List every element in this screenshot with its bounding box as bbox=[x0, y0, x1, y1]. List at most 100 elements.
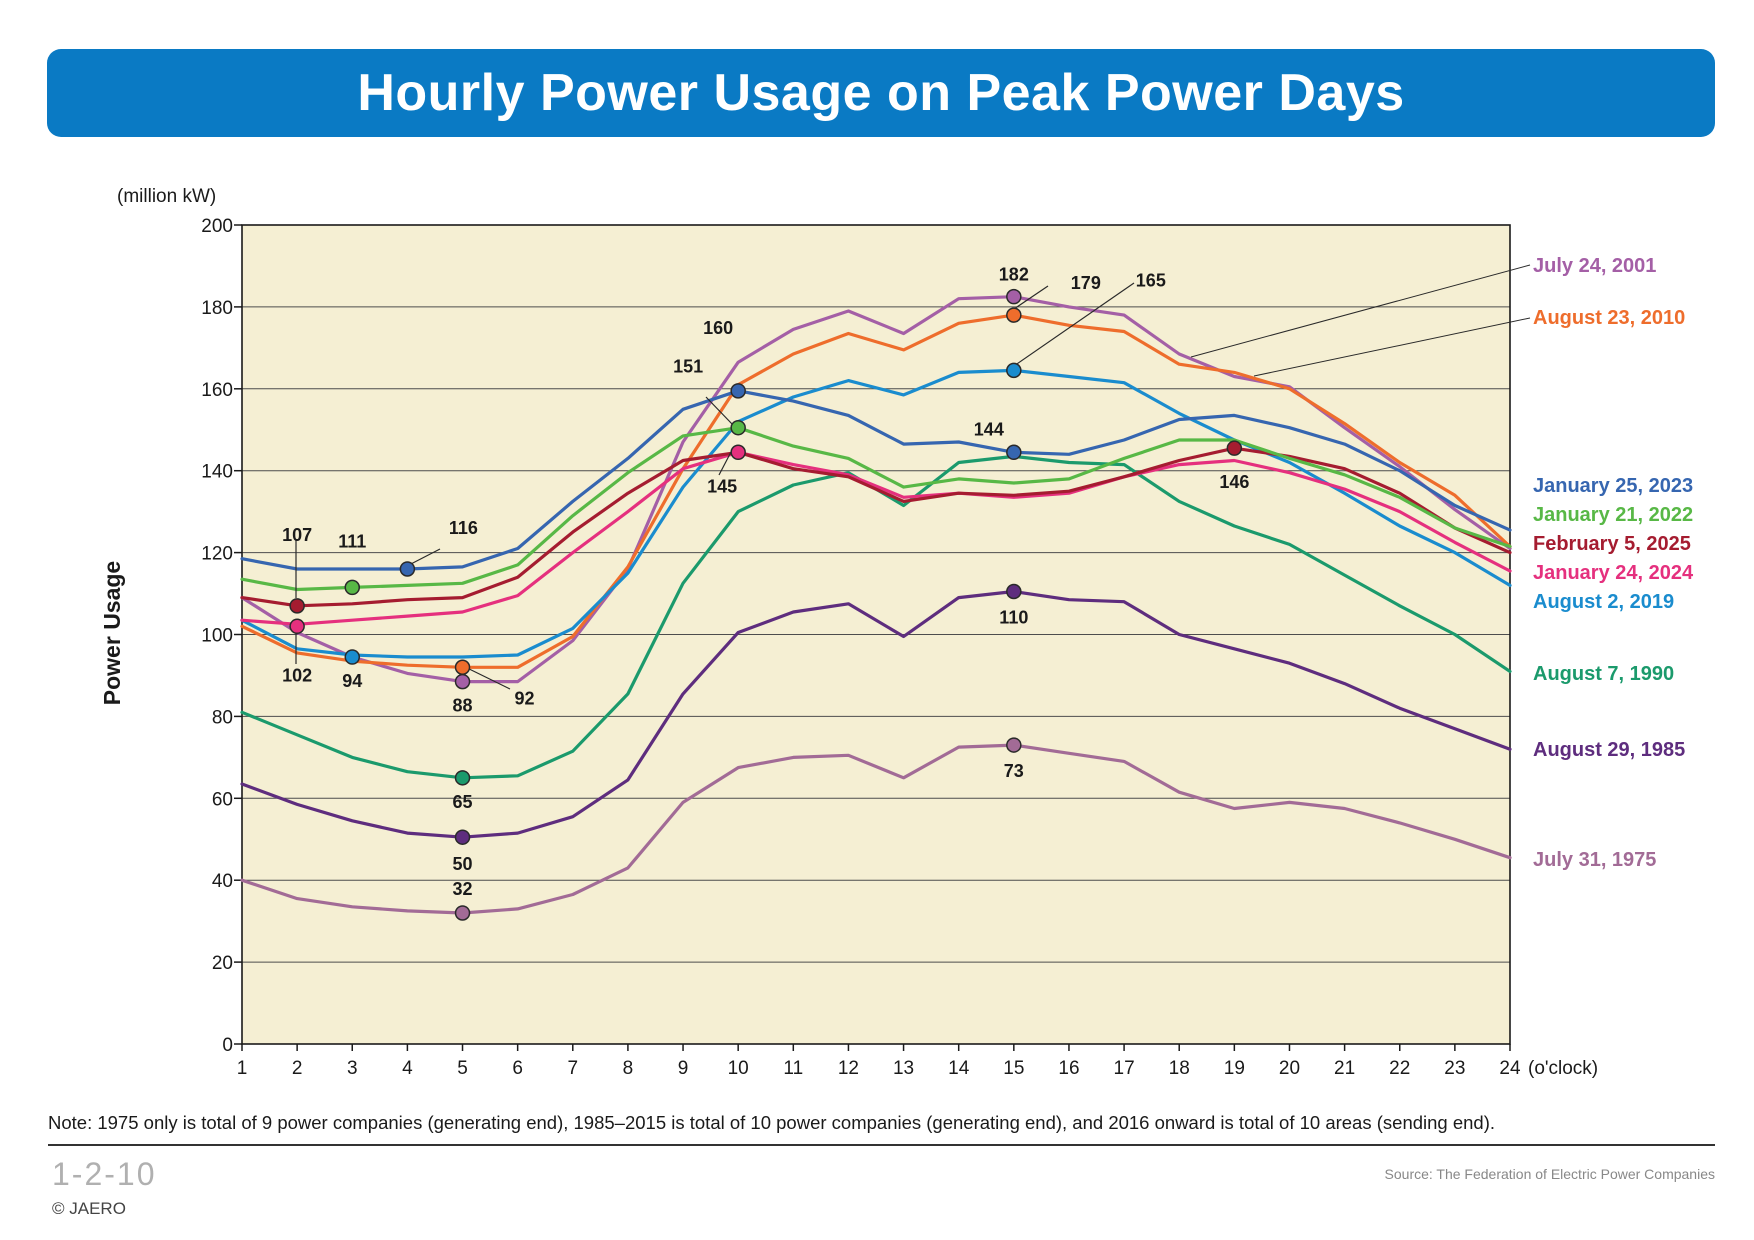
series-line-january-25-2023 bbox=[240, 389, 1512, 571]
data-label: 165 bbox=[1136, 270, 1166, 290]
chart-title: Hourly Power Usage on Peak Power Days bbox=[357, 64, 1405, 122]
x-tick-label: 13 bbox=[893, 1058, 914, 1079]
data-label: 151 bbox=[673, 357, 703, 377]
data-marker-august-2-2019 bbox=[1006, 362, 1022, 379]
x-tick-label: 8 bbox=[623, 1058, 634, 1079]
data-marker-january-21-2022 bbox=[344, 579, 361, 596]
data-marker-january-24-2024 bbox=[730, 444, 746, 461]
title-banner: Hourly Power Usage on Peak Power Days bbox=[47, 49, 1715, 137]
x-tick-label: 7 bbox=[567, 1058, 578, 1079]
data-label: 107 bbox=[282, 525, 312, 545]
x-tick-label: 12 bbox=[838, 1058, 859, 1079]
legend-label-august-23-2010: August 23, 2010 bbox=[1533, 307, 1685, 329]
legend-connector bbox=[1190, 264, 1531, 358]
copyright: © JAERO bbox=[52, 1199, 126, 1218]
data-marker-january-25-2023 bbox=[730, 383, 746, 399]
legend-label-february-5-2025: February 5, 2025 bbox=[1533, 533, 1691, 555]
x-tick-label: 4 bbox=[402, 1058, 413, 1079]
leader-line bbox=[718, 451, 732, 476]
x-tick-label: 5 bbox=[457, 1058, 468, 1079]
series-line-january-21-2022 bbox=[240, 426, 1512, 592]
y-tick-label: 120 bbox=[201, 544, 233, 565]
data-label: 73 bbox=[1004, 761, 1024, 781]
data-marker-august-29-1985 bbox=[454, 829, 471, 845]
legend-label-august-2-2019: August 2, 2019 bbox=[1533, 591, 1674, 613]
legend-label-july-24-2001: July 24, 2001 bbox=[1533, 255, 1656, 277]
footnote: Note: 1975 only is total of 9 power comp… bbox=[48, 1112, 1496, 1133]
x-tick-label: 16 bbox=[1058, 1058, 1079, 1079]
x-tick-label: 21 bbox=[1334, 1058, 1355, 1079]
data-label: 111 bbox=[338, 531, 366, 551]
data-label: 92 bbox=[515, 688, 535, 708]
x-tick-label: 1 bbox=[237, 1058, 248, 1079]
data-marker-july-24-2001 bbox=[454, 673, 471, 690]
x-tick-label: 3 bbox=[347, 1058, 358, 1079]
x-tick-label: 11 bbox=[783, 1058, 803, 1079]
data-marker-february-5-2025 bbox=[289, 598, 305, 614]
data-marker-july-24-2001 bbox=[1006, 288, 1022, 305]
data-marker-august-29-1985 bbox=[1006, 583, 1022, 600]
data-label: 65 bbox=[453, 792, 473, 812]
leader-line bbox=[1010, 282, 1135, 369]
x-tick-label: 17 bbox=[1114, 1058, 1135, 1079]
data-marker-july-31-1975 bbox=[454, 905, 471, 921]
plot-frame bbox=[241, 224, 1511, 1045]
x-tick-label: 2 bbox=[292, 1058, 303, 1079]
data-marker-february-5-2025 bbox=[1226, 440, 1243, 456]
data-marker-january-25-2023 bbox=[399, 561, 416, 577]
x-tick-label: 10 bbox=[728, 1058, 749, 1079]
x-tick-label: 24 bbox=[1499, 1058, 1521, 1079]
legend-label-january-25-2023: January 25, 2023 bbox=[1533, 475, 1693, 497]
x-tick-label: 6 bbox=[512, 1058, 523, 1079]
y-tick-label: 160 bbox=[201, 380, 233, 401]
legend-label-july-31-1975: July 31, 1975 bbox=[1533, 849, 1656, 871]
x-tick-label: 15 bbox=[1003, 1058, 1024, 1079]
y-tick-label: 80 bbox=[212, 707, 233, 728]
y-tick-label: 40 bbox=[212, 871, 233, 892]
data-marker-august-2-2019 bbox=[344, 649, 361, 665]
y-tick-label: 200 bbox=[201, 216, 233, 237]
legend-label-august-7-1990: August 7, 1990 bbox=[1533, 663, 1674, 685]
y-axis-title: Power Usage bbox=[99, 561, 125, 705]
x-tick-label: 14 bbox=[948, 1058, 970, 1079]
legend-connector bbox=[1253, 317, 1531, 377]
data-label: 32 bbox=[453, 879, 473, 899]
x-unit-label: (o'clock) bbox=[1528, 1058, 1598, 1079]
data-marker-july-31-1975 bbox=[1006, 737, 1022, 753]
data-marker-january-25-2023 bbox=[1006, 444, 1022, 461]
x-tick-label: 22 bbox=[1389, 1058, 1410, 1079]
data-marker-august-7-1990 bbox=[454, 770, 471, 786]
x-tick-label: 23 bbox=[1444, 1058, 1465, 1079]
series-line-july-31-1975 bbox=[240, 743, 1512, 915]
y-tick-label: 0 bbox=[222, 1035, 233, 1056]
data-label: 145 bbox=[707, 476, 737, 496]
series-line-august-2-2019 bbox=[240, 368, 1512, 659]
leader-line bbox=[705, 396, 734, 426]
legend-label-january-21-2022: January 21, 2022 bbox=[1533, 504, 1693, 526]
data-label: 182 bbox=[999, 265, 1029, 285]
y-unit-label: (million kW) bbox=[117, 186, 216, 207]
data-label: 94 bbox=[342, 671, 362, 691]
legend-label-august-29-1985: August 29, 1985 bbox=[1533, 739, 1685, 761]
y-tick-label: 100 bbox=[201, 626, 233, 647]
data-marker-august-23-2010 bbox=[1006, 307, 1022, 323]
source-credit: Source: The Federation of Electric Power… bbox=[1384, 1166, 1715, 1182]
series-line-february-5-2025 bbox=[240, 446, 1512, 608]
data-label: 102 bbox=[282, 665, 312, 685]
data-marker-august-23-2010 bbox=[454, 659, 471, 676]
data-label: 179 bbox=[1071, 273, 1101, 293]
data-label: 88 bbox=[453, 696, 473, 716]
series-line-january-24-2024 bbox=[240, 450, 1512, 626]
data-marker-january-24-2024 bbox=[289, 618, 305, 635]
data-label: 144 bbox=[974, 419, 1004, 439]
data-label: 116 bbox=[449, 518, 478, 538]
data-label: 146 bbox=[1219, 472, 1249, 492]
x-tick-label: 9 bbox=[678, 1058, 689, 1079]
legend-label-january-24-2024: January 24, 2024 bbox=[1533, 562, 1694, 584]
x-tick-label: 18 bbox=[1169, 1058, 1190, 1079]
y-tick-label: 180 bbox=[201, 298, 233, 319]
data-label: 50 bbox=[453, 854, 473, 874]
y-tick-label: 60 bbox=[212, 789, 233, 810]
leader-line bbox=[1010, 285, 1049, 312]
